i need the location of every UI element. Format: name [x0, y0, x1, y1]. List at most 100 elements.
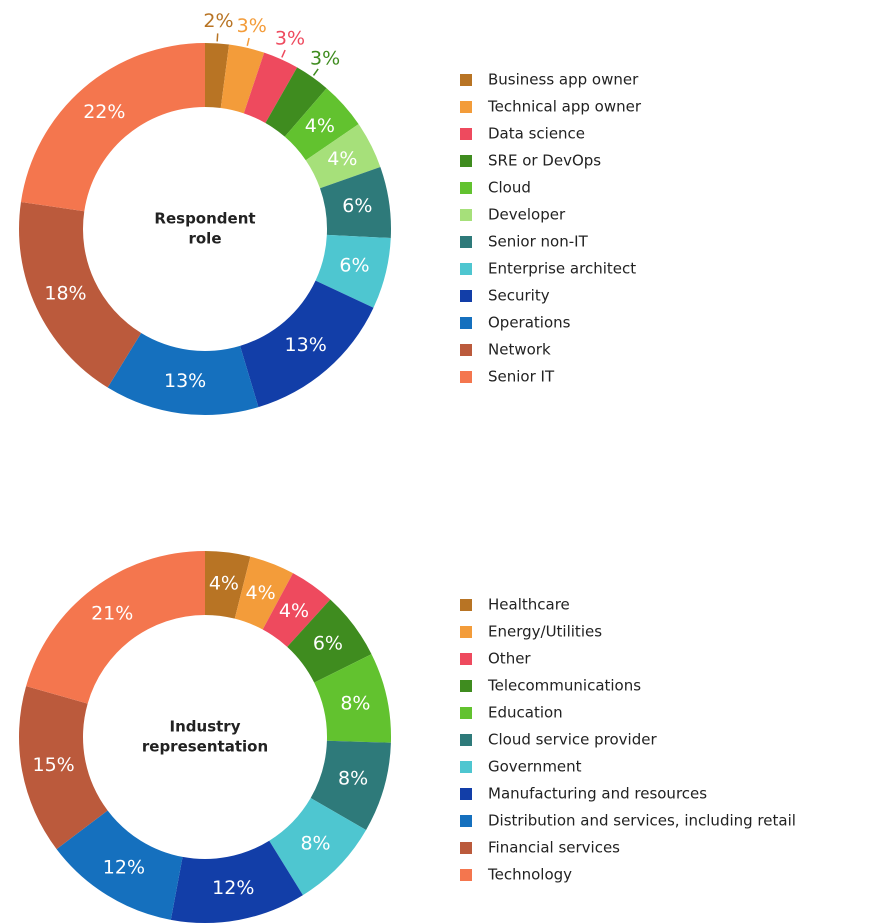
legend-label: Manufacturing and resources: [488, 785, 707, 803]
slice: [20, 43, 205, 212]
legend-label: Technical app owner: [487, 98, 642, 116]
legend-label: Telecommunications: [487, 677, 641, 695]
legend-swatch: [460, 371, 472, 383]
slice: [220, 44, 265, 114]
data-label: 3%: [237, 15, 267, 37]
legend-swatch: [460, 236, 472, 248]
data-label: 12%: [103, 856, 145, 878]
leader-line: [281, 49, 286, 58]
slice: [262, 573, 331, 647]
legend-swatch: [460, 734, 472, 746]
legend-label: Security: [488, 287, 550, 305]
data-label: 4%: [209, 573, 239, 595]
data-label: 2%: [203, 10, 233, 32]
legend-label: Other: [488, 650, 531, 668]
slice: [265, 67, 327, 137]
legend-swatch: [460, 761, 472, 773]
slice: [26, 551, 205, 704]
legend-label: Business app owner: [488, 71, 639, 89]
legend-label: Operations: [488, 314, 571, 332]
data-label: 6%: [342, 195, 372, 217]
slice: [243, 52, 298, 124]
legend-swatch: [460, 653, 472, 665]
legend-label: Senior non-IT: [488, 233, 589, 251]
center-label: representation: [142, 738, 268, 756]
legend-label: Data science: [488, 125, 585, 143]
data-label: 13%: [285, 334, 327, 356]
slice: [170, 840, 303, 923]
data-label: 4%: [305, 115, 335, 137]
data-label: 22%: [83, 101, 125, 123]
leader-line: [216, 33, 219, 42]
legend-label: SRE or DevOps: [488, 152, 601, 170]
data-label: 8%: [338, 768, 368, 790]
legend-swatch: [460, 209, 472, 221]
slice: [310, 740, 391, 830]
data-label: 4%: [246, 582, 276, 604]
center-label: role: [188, 230, 221, 248]
legend-label: Enterprise architect: [488, 260, 636, 278]
slice: [320, 166, 391, 239]
legend-swatch: [460, 626, 472, 638]
data-label: 15%: [33, 754, 75, 776]
legend-label: Cloud: [488, 179, 531, 197]
legend-label: Financial services: [488, 839, 620, 857]
legend-swatch: [460, 101, 472, 113]
slice: [269, 798, 367, 896]
slice: [315, 234, 391, 308]
slice: [287, 599, 372, 683]
legend-label: Cloud service provider: [488, 731, 657, 749]
legend-label: Energy/Utilities: [488, 623, 602, 641]
legend-swatch: [460, 869, 472, 881]
legend-label: Healthcare: [488, 596, 570, 614]
center-label: Industry: [170, 718, 241, 736]
leader-line: [246, 37, 250, 46]
slice: [19, 686, 108, 850]
legend-swatch: [460, 680, 472, 692]
legend-swatch: [460, 344, 472, 356]
legend-label: Distribution and services, including ret…: [488, 812, 796, 830]
center-label: Respondent: [154, 210, 255, 228]
legend-label: Education: [488, 704, 563, 722]
legend-swatch: [460, 317, 472, 329]
legend-swatch: [460, 155, 472, 167]
legend-swatch: [460, 842, 472, 854]
data-label: 12%: [212, 877, 254, 899]
data-label: 13%: [164, 370, 206, 392]
data-label: 21%: [91, 603, 133, 625]
legend-swatch: [460, 74, 472, 86]
data-label: 4%: [279, 600, 309, 622]
leader-line: [312, 68, 319, 76]
data-label: 8%: [300, 833, 330, 855]
slice: [107, 332, 259, 416]
slice: [234, 556, 293, 630]
slice: [305, 124, 381, 189]
slice: [18, 201, 142, 388]
slice: [284, 88, 359, 161]
legend-swatch: [460, 707, 472, 719]
data-label: 6%: [339, 255, 369, 277]
legend-label: Senior IT: [488, 368, 555, 386]
data-label: 3%: [275, 28, 305, 50]
slice: [56, 810, 183, 920]
slice: [240, 280, 374, 408]
data-label: 4%: [327, 148, 357, 170]
legend-swatch: [460, 263, 472, 275]
slice: [205, 551, 251, 619]
legend-swatch: [460, 788, 472, 800]
legend-swatch: [460, 182, 472, 194]
legend-swatch: [460, 290, 472, 302]
legend-label: Developer: [488, 206, 566, 224]
data-label: 6%: [313, 633, 343, 655]
slice: [205, 43, 230, 109]
data-label: 3%: [310, 48, 340, 70]
legend-label: Network: [488, 341, 551, 359]
slice: [314, 654, 391, 743]
legend-swatch: [460, 128, 472, 140]
data-label: 8%: [340, 693, 370, 715]
data-label: 18%: [44, 283, 86, 305]
legend-label: Government: [488, 758, 582, 776]
legend-swatch: [460, 599, 472, 611]
legend-swatch: [460, 815, 472, 827]
